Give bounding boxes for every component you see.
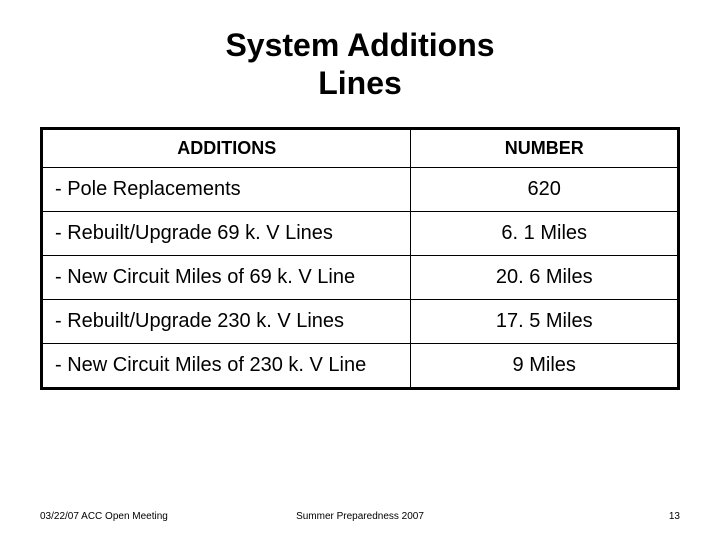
row-value: 6. 1 Miles <box>411 211 679 255</box>
row-value: 9 Miles <box>411 343 679 388</box>
header-additions: ADDITIONS <box>42 128 411 167</box>
table-row: - New Circuit Miles of 230 k. V Line 9 M… <box>42 343 679 388</box>
table-header-row: ADDITIONS NUMBER <box>42 128 679 167</box>
row-label: - Pole Replacements <box>42 167 411 211</box>
footer-right: 13 <box>669 511 680 522</box>
additions-table: ADDITIONS NUMBER - Pole Replacements 620… <box>40 127 680 390</box>
table-row: - Pole Replacements 620 <box>42 167 679 211</box>
slide: System Additions Lines ADDITIONS NUMBER … <box>0 0 720 540</box>
table-row: - New Circuit Miles of 69 k. V Line 20. … <box>42 255 679 299</box>
row-value: 20. 6 Miles <box>411 255 679 299</box>
slide-title: System Additions Lines <box>40 26 680 103</box>
row-value: 17. 5 Miles <box>411 299 679 343</box>
table-row: - Rebuilt/Upgrade 230 k. V Lines 17. 5 M… <box>42 299 679 343</box>
row-value: 620 <box>411 167 679 211</box>
header-number: NUMBER <box>411 128 679 167</box>
footer-center: Summer Preparedness 2007 <box>40 511 680 522</box>
row-label: - Rebuilt/Upgrade 69 k. V Lines <box>42 211 411 255</box>
table-row: - Rebuilt/Upgrade 69 k. V Lines 6. 1 Mil… <box>42 211 679 255</box>
row-label: - New Circuit Miles of 69 k. V Line <box>42 255 411 299</box>
row-label: - New Circuit Miles of 230 k. V Line <box>42 343 411 388</box>
title-line-2: Lines <box>40 64 680 102</box>
title-line-1: System Additions <box>40 26 680 64</box>
row-label: - Rebuilt/Upgrade 230 k. V Lines <box>42 299 411 343</box>
